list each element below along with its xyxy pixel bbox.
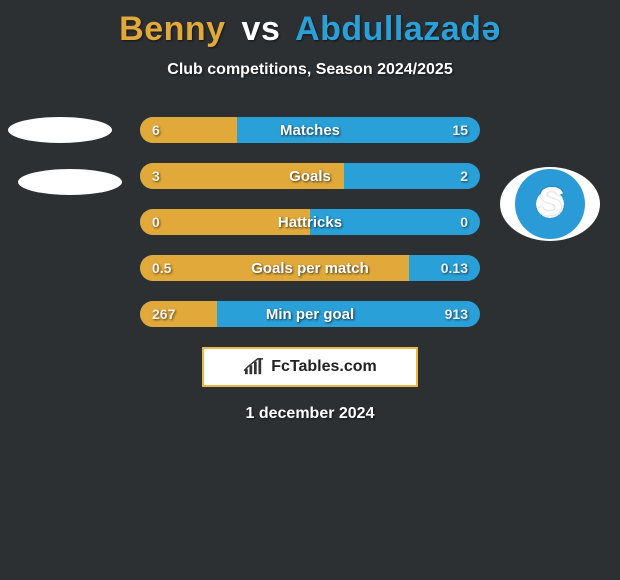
stat-bar-left bbox=[140, 117, 237, 143]
club-badge-ring: S bbox=[515, 169, 585, 239]
snapshot-date: 1 december 2024 bbox=[0, 405, 620, 423]
player1-club-logo-2 bbox=[18, 169, 122, 195]
club-badge-letter: S bbox=[537, 180, 564, 225]
stat-row: 615Matches bbox=[140, 117, 480, 143]
brand-badge: FcTables.com bbox=[202, 347, 418, 387]
stat-bar-left bbox=[140, 255, 409, 281]
stat-bars: 615Matches 32Goals 00Hattricks 0.50.13Goals… bbox=[140, 117, 480, 327]
player2-name: Abdullazadə bbox=[295, 10, 501, 48]
player1-name: Benny bbox=[119, 10, 225, 48]
comparison-stage: S 615Matches 32Goals 00Hattricks 0.50.13Goa… bbox=[0, 117, 620, 327]
brand-text: FcTables.com bbox=[271, 358, 377, 376]
player2-club-logo: S bbox=[500, 167, 600, 241]
stat-row: 267913Min per goal bbox=[140, 301, 480, 327]
stat-row: 0.50.13Goals per match bbox=[140, 255, 480, 281]
vs-separator: vs bbox=[242, 10, 281, 48]
stat-bar-left bbox=[140, 301, 217, 327]
player1-club-logo-1 bbox=[8, 117, 112, 143]
stat-row: 32Goals bbox=[140, 163, 480, 189]
stat-bar-left bbox=[140, 163, 344, 189]
comparison-title: Benny vs Abdullazadə bbox=[0, 0, 620, 49]
stat-bar-left bbox=[140, 209, 310, 235]
subtitle: Club competitions, Season 2024/2025 bbox=[0, 61, 620, 79]
stat-row: 00Hattricks bbox=[140, 209, 480, 235]
chart-icon bbox=[243, 358, 265, 376]
